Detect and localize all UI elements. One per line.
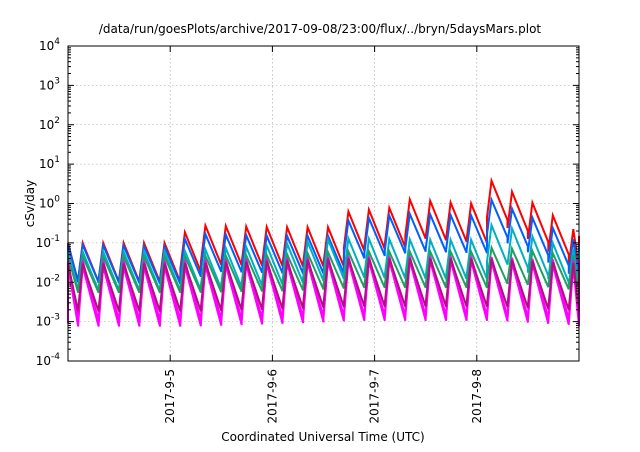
y-axis-label: cSv/day (23, 180, 37, 227)
y-tick-base: 10 (36, 315, 51, 329)
y-tick-label: 100 (39, 195, 60, 211)
x-tick-label: 2017-9-5 (163, 369, 177, 423)
x-tick-label: 2017-9-8 (470, 369, 484, 423)
series-line-3 (67, 221, 580, 292)
y-tick-label: 104 (39, 37, 60, 53)
chart-title: /data/run/goesPlots/archive/2017-09-08/2… (99, 22, 542, 36)
y-tick-base: 10 (39, 157, 54, 171)
y-tick-exponent: -4 (51, 352, 60, 362)
y-tick-exponent: -1 (51, 234, 60, 244)
series-line-2 (67, 196, 580, 285)
y-tick-label: 103 (39, 76, 60, 92)
y-tick-label: 101 (39, 155, 60, 171)
y-tick-exponent: 0 (54, 195, 60, 205)
y-tick-label: 102 (39, 116, 60, 132)
y-tick-base: 10 (36, 354, 51, 368)
series-line-1 (67, 176, 580, 283)
x-tick-label: 2017-9-6 (265, 369, 279, 423)
y-tick-label: 10-3 (36, 313, 60, 329)
series-line-4 (67, 244, 580, 294)
series-layer (67, 176, 580, 327)
series-line-7 (67, 258, 580, 312)
y-tick-exponent: 1 (54, 155, 60, 165)
y-tick-exponent: 2 (54, 116, 60, 126)
y-tick-base: 10 (39, 197, 54, 211)
y-tick-base: 10 (39, 39, 54, 53)
y-tick-label: 10-1 (36, 234, 60, 250)
y-tick-exponent: 3 (54, 76, 60, 86)
y-tick-exponent: -2 (51, 273, 60, 283)
x-axis-label: Coordinated Universal Time (UTC) (221, 430, 424, 444)
y-tick-label: 10-2 (36, 273, 60, 289)
x-tick-label: 2017-9-7 (368, 369, 382, 423)
y-tick-exponent: 4 (54, 37, 60, 47)
y-tick-base: 10 (39, 118, 54, 132)
y-tick-base: 10 (36, 236, 51, 250)
y-tick-base: 10 (36, 275, 51, 289)
y-tick-label: 10-4 (36, 352, 61, 368)
y-tick-base: 10 (39, 78, 54, 92)
y-tick-exponent: -3 (51, 313, 60, 323)
grid (68, 46, 579, 361)
